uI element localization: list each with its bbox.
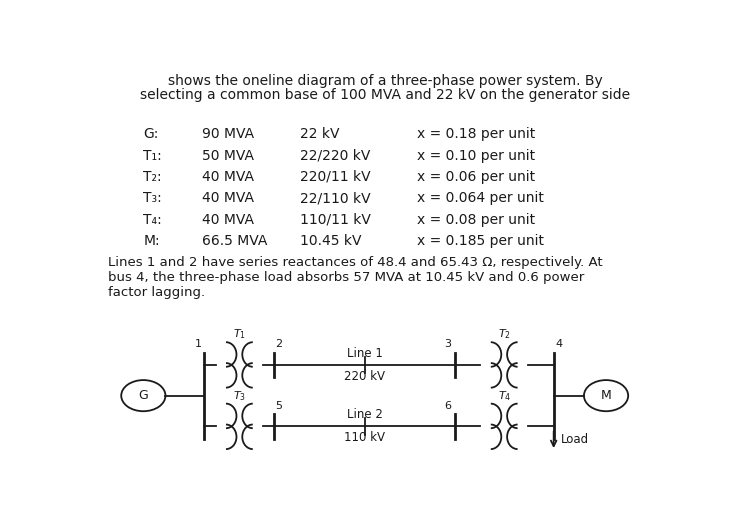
Text: x = 0.10 per unit: x = 0.10 per unit [417,148,535,163]
Text: Line 2: Line 2 [346,409,382,421]
Text: T₃:: T₃: [143,191,162,205]
Text: $T_4$: $T_4$ [497,389,511,403]
Text: 110 kV: 110 kV [344,431,385,444]
Text: x = 0.08 per unit: x = 0.08 per unit [417,213,535,227]
Text: 3: 3 [445,339,451,350]
Text: T₂:: T₂: [143,170,162,184]
Text: 5: 5 [276,401,282,411]
Text: 110/11 kV: 110/11 kV [300,213,371,227]
Text: 22/220 kV: 22/220 kV [300,148,371,163]
Text: G: G [138,389,148,402]
Text: $T_2$: $T_2$ [498,327,511,341]
Text: x = 0.18 per unit: x = 0.18 per unit [417,127,535,142]
Text: 22 kV: 22 kV [300,127,340,142]
Text: 6: 6 [445,401,451,411]
Text: 10.45 kV: 10.45 kV [300,234,362,248]
Text: 40 MVA: 40 MVA [201,213,254,227]
Text: Lines 1 and 2 have series reactances of 48.4 and 65.43 Ω, respectively. At
bus 4: Lines 1 and 2 have series reactances of … [108,256,603,300]
Text: 90 MVA: 90 MVA [201,127,254,142]
Text: T₄:: T₄: [143,213,162,227]
Text: M: M [601,389,611,402]
Text: 40 MVA: 40 MVA [201,170,254,184]
Text: 1: 1 [195,339,202,350]
Text: x = 0.185 per unit: x = 0.185 per unit [417,234,544,248]
Text: 40 MVA: 40 MVA [201,191,254,205]
Text: shows the oneline diagram of a three-phase power system. By: shows the oneline diagram of a three-pha… [167,74,602,88]
Text: Line 1: Line 1 [346,347,382,360]
Text: x = 0.064 per unit: x = 0.064 per unit [417,191,544,205]
Text: 220/11 kV: 220/11 kV [300,170,371,184]
Text: T₁:: T₁: [143,148,162,163]
Text: 4: 4 [556,339,563,350]
Text: G:: G: [143,127,158,142]
Text: 22/110 kV: 22/110 kV [300,191,371,205]
Text: $T_3$: $T_3$ [233,389,246,403]
Text: 50 MVA: 50 MVA [201,148,254,163]
Text: Load: Load [561,433,589,446]
Text: 220 kV: 220 kV [344,370,385,383]
Text: selecting a common base of 100 MVA and 22 kV on the generator side: selecting a common base of 100 MVA and 2… [140,88,630,102]
Text: 66.5 MVA: 66.5 MVA [201,234,267,248]
Text: $T_1$: $T_1$ [233,327,246,341]
Text: x = 0.06 per unit: x = 0.06 per unit [417,170,535,184]
Text: M:: M: [143,234,160,248]
Text: 2: 2 [276,339,282,350]
